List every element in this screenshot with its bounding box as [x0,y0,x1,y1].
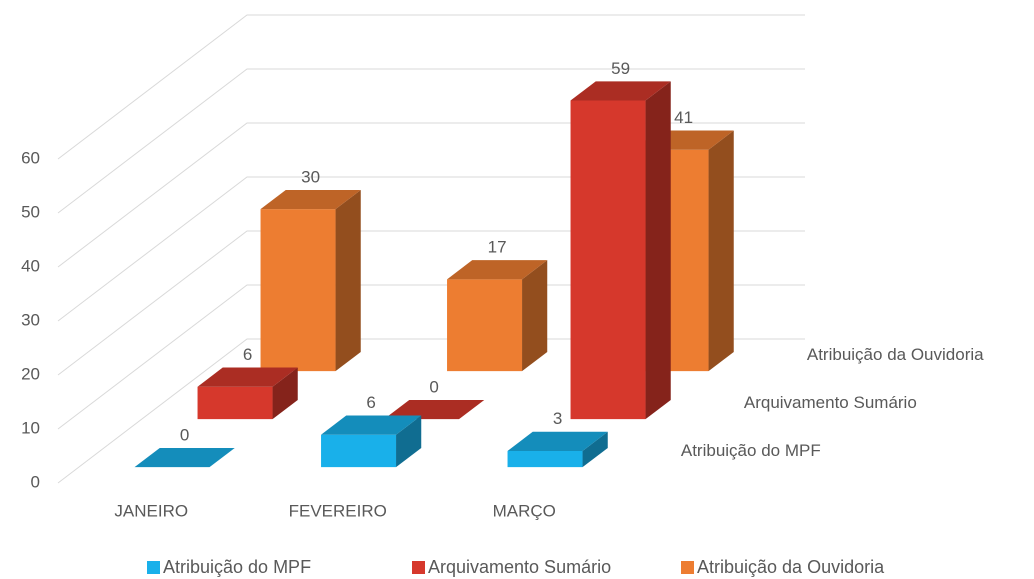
data-label: 6 [243,345,252,364]
y-tick-label: 60 [21,148,40,167]
bar-side [272,367,298,420]
x-tick-label: MARÇO [493,501,556,520]
bar-front [260,209,336,372]
legend-label: Arquivamento Sumário [428,557,611,577]
data-label: 59 [611,59,630,78]
bar-top [321,415,422,435]
data-label: 17 [488,238,507,257]
bar-front [321,434,397,468]
legend-label: Atribuição da Ouvidoria [697,557,885,577]
data-label: 3 [553,409,562,428]
depth-label: Atribuição do MPF [681,441,821,460]
legend-swatch [147,561,160,574]
grid-line [57,14,805,160]
x-tick-label: JANEIRO [114,501,188,520]
bar-side [522,260,548,372]
bar-front [570,100,646,420]
data-label: 6 [366,393,375,412]
bar-side [582,431,608,468]
bar-top [447,260,548,280]
bar-top [384,399,485,420]
y-tick-label: 50 [21,202,40,221]
grid-line [57,68,805,214]
legend-label: Atribuição do MPF [163,557,311,577]
bar-front [197,386,273,420]
bar-top [507,431,608,451]
depth-label: Arquivamento Sumário [744,393,917,412]
bar-top [570,81,671,101]
bar-front [507,450,583,468]
y-tick-label: 20 [21,364,40,383]
bar-top [260,189,361,210]
y-tick-label: 40 [21,256,40,275]
data-label: 0 [180,425,189,444]
data-label: 41 [674,108,693,127]
bar-side [645,81,671,420]
bar-side [396,415,422,468]
data-label: 30 [301,167,320,186]
bar-top [134,447,235,468]
bar-top [197,367,298,387]
data-label: 0 [429,377,438,396]
bar-side [708,130,734,372]
y-tick-label: 30 [21,310,40,329]
x-tick-label: FEVEREIRO [289,501,387,520]
y-tick-label: 10 [21,418,40,437]
depth-label: Atribuição da Ouvidoria [807,345,984,364]
y-tick-label: 0 [31,472,40,491]
legend-swatch [412,561,425,574]
legend-swatch [681,561,694,574]
bar-front [447,279,523,372]
bar-side [335,189,361,372]
